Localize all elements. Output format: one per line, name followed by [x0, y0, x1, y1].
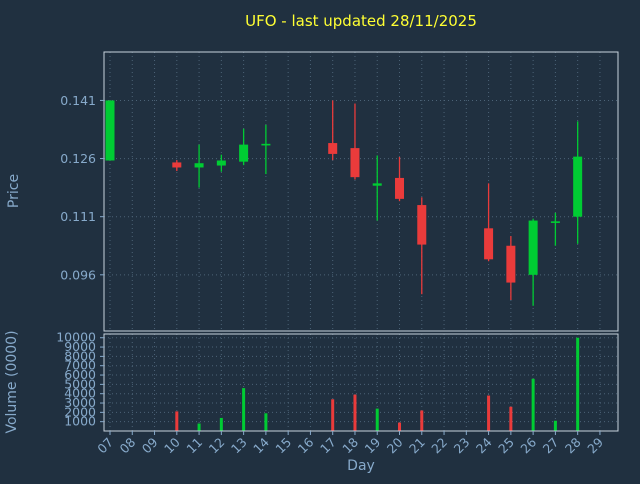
price-panel-border	[103, 51, 619, 332]
volume-tick-label: 3000	[64, 395, 96, 410]
x-tick-label: 28	[562, 434, 584, 456]
x-tick-label: 07	[94, 435, 116, 457]
series-layer	[105, 100, 583, 431]
price-tick-label: 0.141	[60, 93, 96, 108]
volume-tick-label: 5000	[64, 376, 96, 391]
x-tick-label: 23	[451, 435, 473, 457]
candle-body	[484, 228, 494, 260]
price-tick-label: 0.126	[60, 151, 96, 166]
volume-bar	[353, 394, 357, 431]
x-tick-label: 11	[183, 435, 205, 457]
volume-bar	[576, 337, 580, 431]
candle-body	[506, 245, 516, 283]
x-tick-label: 17	[317, 435, 339, 457]
x-tick-label: 26	[517, 434, 539, 456]
candle-body	[350, 148, 360, 178]
volume-panel-border	[103, 333, 619, 432]
x-tick-label: 24	[473, 434, 495, 456]
x-tick-label: 18	[339, 434, 361, 456]
volume-bar	[242, 388, 246, 431]
x-tick-label: 22	[428, 435, 450, 457]
x-tick-label: 21	[406, 435, 428, 457]
volume-bar	[197, 423, 201, 431]
volume-bar	[331, 399, 335, 431]
volume-bar	[375, 408, 379, 431]
x-tick-label: 29	[584, 434, 606, 456]
x-tick-label: 12	[206, 435, 228, 457]
volume-tick-label: 2000	[64, 404, 96, 419]
candle-body	[372, 183, 382, 186]
x-tick-label: 20	[384, 434, 406, 456]
volume-bar	[264, 413, 268, 431]
candle-body	[261, 143, 271, 146]
volume-tick-label: 10000	[56, 330, 96, 345]
x-tick-label: 25	[495, 435, 517, 457]
volume-bar	[398, 422, 402, 431]
ticks-layer: 0.096 0.111 0.126 0.141 10002000300040005000…	[56, 93, 606, 456]
frame-layer	[103, 51, 619, 432]
candle-body	[239, 144, 249, 162]
x-axis-label: Day	[347, 458, 375, 474]
x-tick-label: 13	[228, 435, 250, 457]
candle-body	[328, 143, 338, 154]
price-axis-label: Price	[6, 174, 22, 208]
price-tick-label: 0.111	[60, 209, 96, 224]
candle-body	[573, 156, 583, 217]
x-tick-label: 10	[161, 434, 183, 456]
candle-body	[528, 220, 538, 275]
volume-bar	[420, 410, 424, 431]
candle-body	[417, 205, 427, 245]
x-tick-label: 16	[295, 434, 317, 456]
x-tick-label: 27	[540, 435, 562, 457]
x-tick-label: 15	[272, 435, 294, 457]
grid-layer	[104, 52, 618, 431]
x-tick-label: 14	[250, 434, 272, 456]
volume-tick-label: 1000	[64, 414, 96, 429]
price-tick-label: 0.096	[60, 267, 96, 282]
candle-body	[550, 221, 560, 223]
chart-title: UFO - last updated 28/11/2025	[245, 12, 477, 30]
x-tick-label: 19	[362, 434, 384, 456]
volume-axis-label: Volume (0000)	[4, 330, 20, 433]
candle-body	[395, 177, 405, 199]
candle-body	[172, 162, 182, 168]
volume-bar	[509, 406, 513, 431]
volume-tick-label: 8000	[64, 348, 96, 363]
x-tick-label: 08	[117, 434, 139, 456]
x-tick-label: 09	[139, 434, 161, 456]
candle-body	[216, 160, 226, 166]
volume-bar	[487, 395, 491, 431]
volume-tick-label: 6000	[64, 367, 96, 382]
volume-tick-label: 7000	[64, 358, 96, 373]
volume-bar	[553, 420, 557, 431]
candle-body	[105, 100, 115, 161]
volume-tick-label: 9000	[64, 339, 96, 354]
volume-bar	[531, 378, 535, 431]
candle-body	[194, 163, 204, 168]
volume-bar	[175, 411, 179, 431]
volume-tick-label: 4000	[64, 386, 96, 401]
volume-bar	[219, 417, 223, 431]
